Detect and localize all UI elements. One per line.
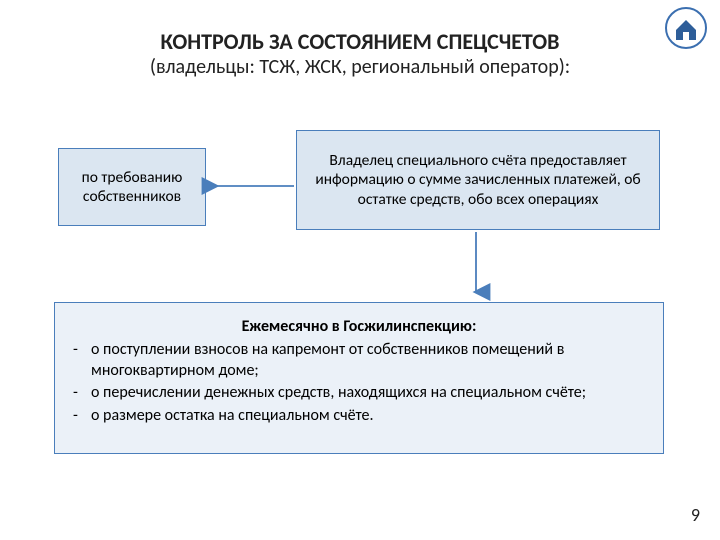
list-item: о перечислении денежных средств, находящ… [73,383,645,404]
requesters-box: по требованию собственников [58,148,206,226]
list-item: о поступлении взносов на капремонт от со… [73,340,645,382]
arrow-down-icon [461,230,491,302]
list-item: о размере остатка на специальном счёте. [73,406,645,427]
arrow-left-icon [204,171,298,201]
title-main: КОНТРОЛЬ ЗА СОСТОЯНИЕМ СПЕЦСЧЕТОВ [0,28,720,55]
owner-provides-text: Владелец специального счёта предоставляе… [307,151,649,209]
title-sub: (владельцы: ТСЖ, ЖСК, региональный опера… [0,55,720,79]
page-number: 9 [691,504,700,526]
title-block: КОНТРОЛЬ ЗА СОСТОЯНИЕМ СПЕЦСЧЕТОВ (владе… [0,28,720,79]
monthly-report-box: Ежемесячно в Госжилинспекцию: о поступле… [54,302,664,454]
monthly-list: о поступлении взносов на капремонт от со… [73,340,645,427]
monthly-heading: Ежемесячно в Госжилинспекцию: [73,317,645,338]
requesters-text: по требованию собственников [69,168,195,207]
owner-provides-box: Владелец специального счёта предоставляе… [296,130,660,230]
